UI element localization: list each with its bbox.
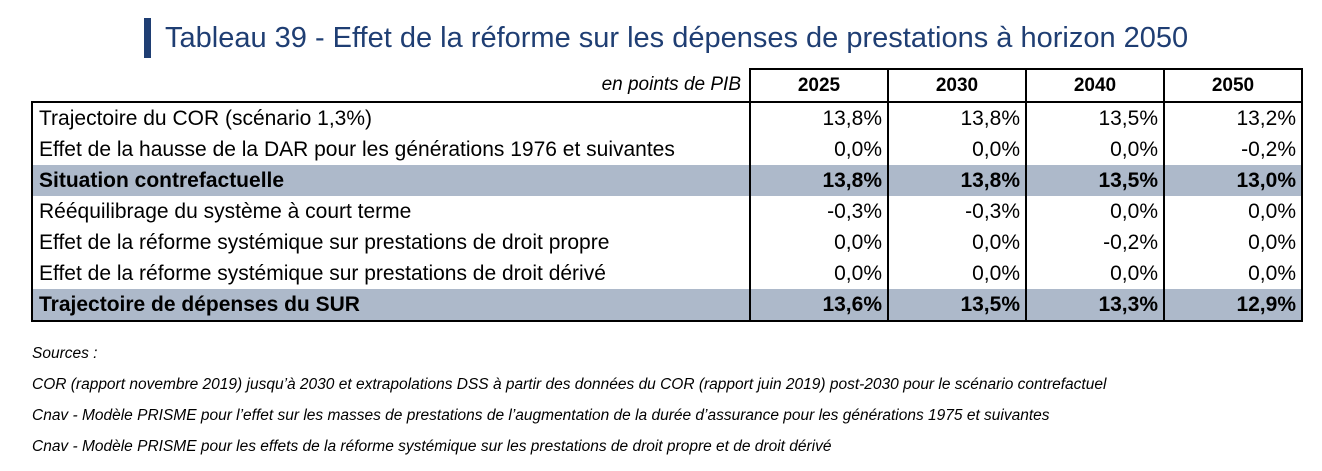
cell-value: 0,0%	[1164, 196, 1303, 227]
cell-value: 0,0%	[888, 258, 1027, 289]
cell-value: 0,0%	[888, 134, 1027, 165]
row-label: Effet de la hausse de la DAR pour les gé…	[31, 134, 751, 165]
year-header: 2040	[1025, 68, 1165, 103]
row-label: Effet de la réforme systémique sur prest…	[31, 258, 751, 289]
year-header: 2050	[1163, 68, 1303, 103]
cell-value: 0,0%	[1164, 258, 1303, 289]
source-line: Cnav - Modèle PRISME pour les effets de …	[32, 438, 832, 455]
row-label: Trajectoire de dépenses du SUR	[31, 289, 751, 322]
cell-value: 0,0%	[1026, 196, 1165, 227]
title-accent-bar	[144, 18, 151, 58]
cell-value: -0,2%	[1026, 227, 1165, 258]
cell-value: 0,0%	[1026, 134, 1165, 165]
unit-label: en points de PIB	[601, 74, 741, 95]
cell-value: 13,5%	[888, 289, 1027, 322]
cell-value: 13,5%	[1026, 101, 1165, 134]
table-row: Effet de la hausse de la DAR pour les gé…	[31, 134, 1303, 165]
header-row: en points de PIB 2025 2030 2040 2050	[32, 68, 1303, 103]
cell-value: 13,8%	[888, 165, 1027, 196]
cell-value: 13,6%	[750, 289, 889, 322]
page-title: Tableau 39 - Effet de la réforme sur les…	[165, 21, 1189, 54]
row-label: Trajectoire du COR (scénario 1,3%)	[31, 101, 751, 134]
table-row: Effet de la réforme systémique sur prest…	[31, 258, 1303, 289]
cell-value: -0,3%	[888, 196, 1027, 227]
data-table: en points de PIB 2025 2030 2040 2050 Tra…	[31, 68, 1303, 322]
table-row: Effet de la réforme systémique sur prest…	[31, 227, 1303, 258]
cell-value: 0,0%	[750, 227, 889, 258]
row-label: Rééquilibrage du système à court terme	[31, 196, 751, 227]
cell-value: 13,2%	[1164, 101, 1303, 134]
year-header: 2025	[749, 68, 889, 103]
table-row-highlighted: Situation contrefactuelle 13,8% 13,8% 13…	[31, 165, 1303, 196]
cell-value: 0,0%	[750, 134, 889, 165]
cell-value: 0,0%	[888, 227, 1027, 258]
year-header: 2030	[887, 68, 1027, 103]
cell-value: -0,3%	[750, 196, 889, 227]
sources-heading: Sources :	[32, 345, 98, 362]
cell-value: 13,5%	[1026, 165, 1165, 196]
cell-value: 0,0%	[1164, 227, 1303, 258]
row-label: Situation contrefactuelle	[31, 165, 751, 196]
table-row-highlighted: Trajectoire de dépenses du SUR 13,6% 13,…	[31, 289, 1303, 322]
cell-value: 0,0%	[750, 258, 889, 289]
sources-notes: Sources : COR (rapport novembre 2019) ju…	[32, 338, 1312, 462]
cell-value: 13,8%	[750, 101, 889, 134]
cell-value: 13,8%	[750, 165, 889, 196]
cell-value: 12,9%	[1164, 289, 1303, 322]
source-line: COR (rapport novembre 2019) jusqu’à 2030…	[32, 376, 1107, 393]
row-label: Effet de la réforme systémique sur prest…	[31, 227, 751, 258]
cell-value: 13,0%	[1164, 165, 1303, 196]
cell-value: 0,0%	[1026, 258, 1165, 289]
cell-value: -0,2%	[1164, 134, 1303, 165]
source-line: Cnav - Modèle PRISME pour l’effet sur le…	[32, 407, 1050, 424]
table-row: Trajectoire du COR (scénario 1,3%) 13,8%…	[31, 101, 1303, 134]
cell-value: 13,8%	[888, 101, 1027, 134]
table-title-block: Tableau 39 - Effet de la réforme sur les…	[144, 18, 1188, 58]
cell-value: 13,3%	[1026, 289, 1165, 322]
table-row: Rééquilibrage du système à court terme -…	[31, 196, 1303, 227]
